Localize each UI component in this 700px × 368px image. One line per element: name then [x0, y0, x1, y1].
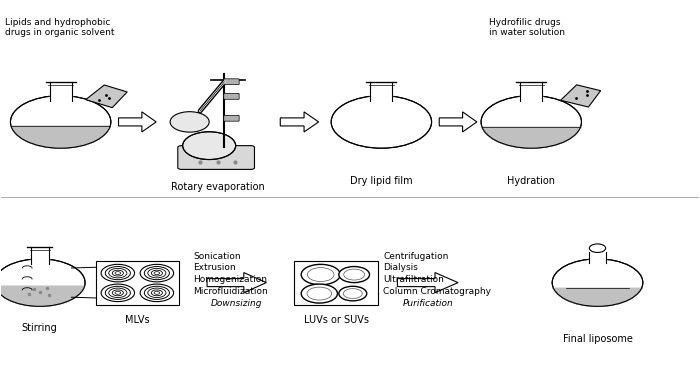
Polygon shape: [552, 288, 643, 306]
Circle shape: [183, 132, 236, 160]
Text: Centrifugation
Dialysis
Ultrafiltration
Column Cromatography: Centrifugation Dialysis Ultrafiltration …: [384, 252, 491, 296]
Circle shape: [343, 289, 363, 298]
Polygon shape: [481, 127, 582, 148]
Text: MLVs: MLVs: [125, 315, 150, 325]
Text: LUVs or SUVs: LUVs or SUVs: [304, 315, 369, 325]
FancyBboxPatch shape: [224, 115, 239, 121]
Polygon shape: [520, 82, 542, 102]
FancyBboxPatch shape: [294, 261, 378, 305]
Polygon shape: [207, 273, 266, 293]
Circle shape: [344, 269, 365, 280]
Circle shape: [339, 286, 367, 301]
Circle shape: [301, 264, 340, 285]
FancyBboxPatch shape: [178, 146, 255, 169]
Circle shape: [552, 259, 643, 306]
Polygon shape: [561, 85, 601, 107]
Polygon shape: [280, 112, 318, 132]
Polygon shape: [50, 82, 71, 102]
Polygon shape: [85, 85, 127, 108]
Text: Final liposome: Final liposome: [563, 334, 633, 344]
Polygon shape: [370, 82, 393, 102]
Text: Lipids and hydrophobic
drugs in organic solvent: Lipids and hydrophobic drugs in organic …: [5, 18, 114, 37]
Circle shape: [170, 112, 209, 132]
Circle shape: [10, 96, 111, 148]
Polygon shape: [439, 112, 477, 132]
Circle shape: [307, 268, 334, 282]
Text: Stirring: Stirring: [22, 323, 57, 333]
Text: Dry lipid film: Dry lipid film: [350, 176, 413, 185]
Polygon shape: [589, 252, 606, 263]
Text: Purification: Purification: [402, 299, 454, 308]
Polygon shape: [0, 286, 85, 306]
Circle shape: [0, 259, 85, 306]
FancyBboxPatch shape: [224, 79, 239, 85]
Text: Hydration: Hydration: [508, 176, 555, 185]
Text: Rotary evaporation: Rotary evaporation: [171, 182, 265, 192]
Text: Sonication
Extrusion
Homogenization
Microfluidization: Sonication Extrusion Homogenization Micr…: [193, 252, 268, 296]
Polygon shape: [118, 112, 156, 132]
Polygon shape: [31, 247, 49, 264]
FancyBboxPatch shape: [95, 261, 179, 305]
Circle shape: [331, 96, 432, 148]
Circle shape: [589, 244, 606, 252]
Circle shape: [307, 287, 332, 300]
Polygon shape: [10, 126, 111, 148]
Circle shape: [339, 266, 370, 283]
Circle shape: [301, 284, 337, 303]
Polygon shape: [398, 273, 458, 293]
FancyBboxPatch shape: [224, 93, 239, 99]
Circle shape: [481, 96, 582, 148]
Text: Downsizing: Downsizing: [211, 299, 262, 308]
Text: Hydrofilic drugs
in water solution: Hydrofilic drugs in water solution: [489, 18, 566, 37]
